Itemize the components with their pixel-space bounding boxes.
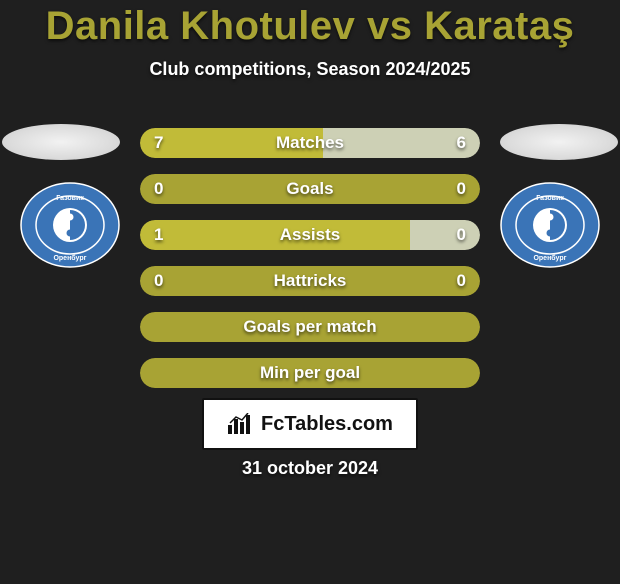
stat-value-right: 0 [457,220,466,250]
stat-label: Assists [140,220,480,250]
bar-chart-icon [227,413,255,435]
brand-badge: FcTables.com [202,398,418,450]
stat-label: Goals per match [140,312,480,342]
stat-value-left: 7 [154,128,163,158]
page-title: Danila Khotulev vs Karataş [0,4,620,49]
stats-panel: Matches76Goals00Assists10Hattricks00Goal… [140,128,480,404]
stat-row: Matches7 6 [140,128,480,158]
stat-value-right: 0 [457,174,466,204]
stat-label: Goals [140,174,480,204]
club-badge-right: Газовик Оренбург [500,182,600,268]
stat-label: Matches [140,128,480,158]
player-left-silhouette [2,124,120,160]
club-badge-left: Газовик Оренбург [20,182,120,268]
stat-row: Hattricks0 0 [140,266,480,296]
stat-row: Min per goal [140,358,480,388]
stat-row: Goals0 0 [140,174,480,204]
stat-value-left: 0 [154,266,163,296]
stat-row: Assists1 0 [140,220,480,250]
brand-label: FcTables.com [261,413,393,436]
stat-value-left: 1 [154,220,163,250]
stat-label: Hattricks [140,266,480,296]
stat-row: Goals per match [140,312,480,342]
subtitle: Club competitions, Season 2024/2025 [0,59,620,80]
svg-text:Оренбург: Оренбург [533,254,566,262]
stat-value-right: 0 [457,266,466,296]
stat-value-right: 6 [457,128,466,158]
date-label: 31 october 2024 [0,458,620,479]
svg-text:Оренбург: Оренбург [53,254,86,262]
svg-text:Газовик: Газовик [536,195,564,202]
svg-text:Газовик: Газовик [56,195,84,202]
stat-label: Min per goal [140,358,480,388]
stat-value-left: 0 [154,174,163,204]
player-right-silhouette [500,124,618,160]
